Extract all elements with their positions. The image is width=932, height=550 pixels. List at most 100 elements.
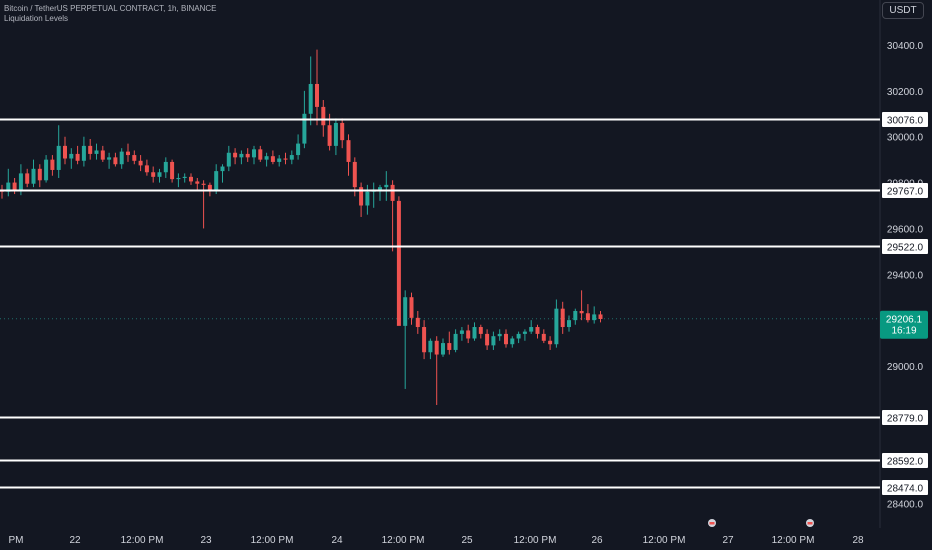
liquidation-level-label: 29522.0 (887, 243, 924, 254)
candle-body[interactable] (138, 160, 143, 166)
candle-body[interactable] (585, 313, 590, 321)
candle-body[interactable] (37, 168, 42, 181)
candle-body[interactable] (119, 151, 124, 165)
candle-body[interactable] (126, 151, 130, 156)
candle-body[interactable] (31, 168, 36, 184)
candle-body[interactable] (516, 333, 521, 339)
candle-body[interactable] (573, 310, 578, 321)
candle-body[interactable] (56, 145, 61, 170)
candle-body[interactable] (75, 153, 80, 161)
candle-body[interactable] (6, 182, 11, 192)
candle-body[interactable] (340, 122, 345, 141)
candle-body[interactable] (81, 145, 86, 161)
candle-body[interactable] (189, 176, 193, 182)
candle-body[interactable] (18, 173, 23, 191)
candle-body[interactable] (302, 113, 307, 144)
candle-body[interactable] (25, 173, 30, 184)
candle-body[interactable] (579, 310, 584, 314)
x-tick-label: 23 (200, 535, 212, 546)
candle-body[interactable] (220, 166, 225, 172)
candle-body[interactable] (270, 156, 275, 162)
candle-body[interactable] (100, 150, 105, 160)
candle-body[interactable] (163, 161, 168, 173)
candle-body[interactable] (396, 200, 401, 326)
candle-body[interactable] (529, 327, 534, 332)
candle-body[interactable] (466, 330, 471, 339)
candle-body[interactable] (560, 308, 565, 328)
candle-body[interactable] (226, 152, 231, 167)
candle-body[interactable] (12, 182, 17, 191)
candle-body[interactable] (69, 153, 74, 159)
candle-body[interactable] (567, 320, 571, 328)
candle-body[interactable] (315, 83, 319, 107)
candle-body[interactable] (478, 327, 483, 334)
candle-body[interactable] (252, 149, 256, 158)
candle-body[interactable] (94, 150, 99, 154)
candle-body[interactable] (151, 172, 156, 177)
candle-body[interactable] (497, 333, 502, 337)
candle-body[interactable] (472, 327, 477, 339)
currency-button[interactable]: USDT (882, 2, 924, 19)
candle-body[interactable] (113, 157, 118, 165)
candle-body[interactable] (522, 331, 527, 334)
x-tick-label: 24 (331, 535, 343, 546)
candle-body[interactable] (258, 149, 263, 160)
candle-body[interactable] (592, 314, 597, 321)
candle-body[interactable] (441, 343, 445, 355)
candle-body[interactable] (365, 191, 370, 206)
candle-body[interactable] (453, 333, 458, 350)
candle-body[interactable] (327, 125, 332, 146)
candle-body[interactable] (447, 343, 452, 350)
candle-body[interactable] (352, 161, 357, 188)
candle-body[interactable] (283, 158, 288, 160)
candle-body[interactable] (296, 143, 301, 156)
candle-body[interactable] (321, 106, 326, 126)
candle-body[interactable] (403, 297, 408, 326)
candle-body[interactable] (239, 153, 244, 158)
candle-body[interactable] (504, 333, 508, 345)
candle-body[interactable] (308, 83, 313, 114)
candle-body[interactable] (170, 161, 175, 180)
candle-body[interactable] (554, 308, 559, 345)
candle-body[interactable] (485, 333, 490, 346)
candle-body[interactable] (107, 157, 112, 160)
candle-body[interactable] (415, 317, 420, 328)
candle-body[interactable] (88, 145, 93, 154)
candle-body[interactable] (182, 176, 187, 178)
candle-body[interactable] (214, 171, 219, 191)
candle-body[interactable] (277, 158, 282, 162)
candle-body[interactable] (378, 187, 382, 190)
candle-body[interactable] (434, 340, 439, 355)
candle-body[interactable] (289, 155, 294, 160)
candle-body[interactable] (201, 183, 206, 185)
candle-body[interactable] (132, 155, 137, 161)
candle-body[interactable] (245, 153, 250, 158)
candle-body[interactable] (428, 340, 433, 353)
candle-body[interactable] (157, 172, 162, 177)
candle-body[interactable] (390, 184, 395, 201)
candle-body[interactable] (535, 327, 540, 334)
candle-body[interactable] (384, 184, 389, 188)
candle-body[interactable] (333, 122, 338, 146)
candle-body[interactable] (510, 338, 515, 345)
candle-body[interactable] (207, 184, 212, 191)
candle-body[interactable] (233, 152, 238, 158)
candle-body[interactable] (50, 159, 55, 170)
candle-body[interactable] (422, 327, 427, 353)
candle-body[interactable] (264, 156, 269, 160)
indicator-label[interactable]: Liquidation Levels (4, 14, 69, 23)
candle-body[interactable] (548, 340, 553, 345)
candle-body[interactable] (491, 336, 496, 346)
candle-body[interactable] (409, 297, 414, 318)
candle-body[interactable] (346, 140, 351, 162)
candle-body[interactable] (63, 145, 67, 159)
candle-body[interactable] (541, 333, 546, 341)
candle-body[interactable] (459, 330, 464, 334)
candle-body[interactable] (598, 314, 603, 319)
candle-body[interactable] (144, 165, 149, 173)
candle-body[interactable] (44, 159, 49, 181)
candle-body[interactable] (359, 187, 364, 206)
candle-body[interactable] (176, 177, 181, 180)
candle-body[interactable] (195, 181, 200, 184)
